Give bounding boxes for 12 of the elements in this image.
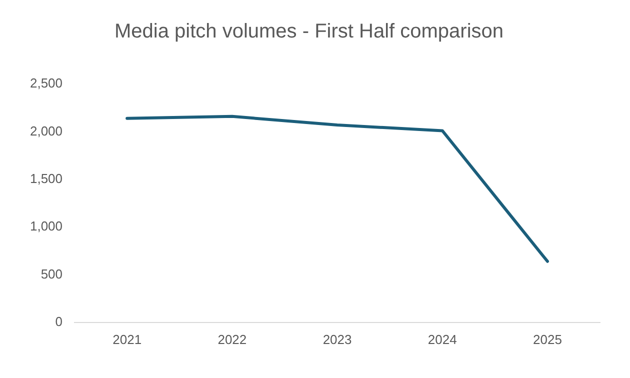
- y-tick-label: 2,500: [30, 76, 63, 91]
- x-tick-label: 2025: [532, 332, 562, 347]
- y-tick-label: 1,500: [30, 170, 63, 186]
- x-tick-label: 2022: [218, 332, 247, 347]
- x-tick-label: 2021: [112, 332, 142, 347]
- y-tick-label: 2,000: [30, 123, 63, 138]
- y-tick-label: 0: [55, 314, 63, 329]
- x-tick-label: 2024: [428, 332, 457, 347]
- y-tick-label: 500: [40, 266, 63, 282]
- y-tick-label: 1,000: [30, 218, 63, 234]
- x-tick-label: 2023: [322, 332, 352, 347]
- chart-title: Media pitch volumes - First Half comparison: [114, 20, 504, 43]
